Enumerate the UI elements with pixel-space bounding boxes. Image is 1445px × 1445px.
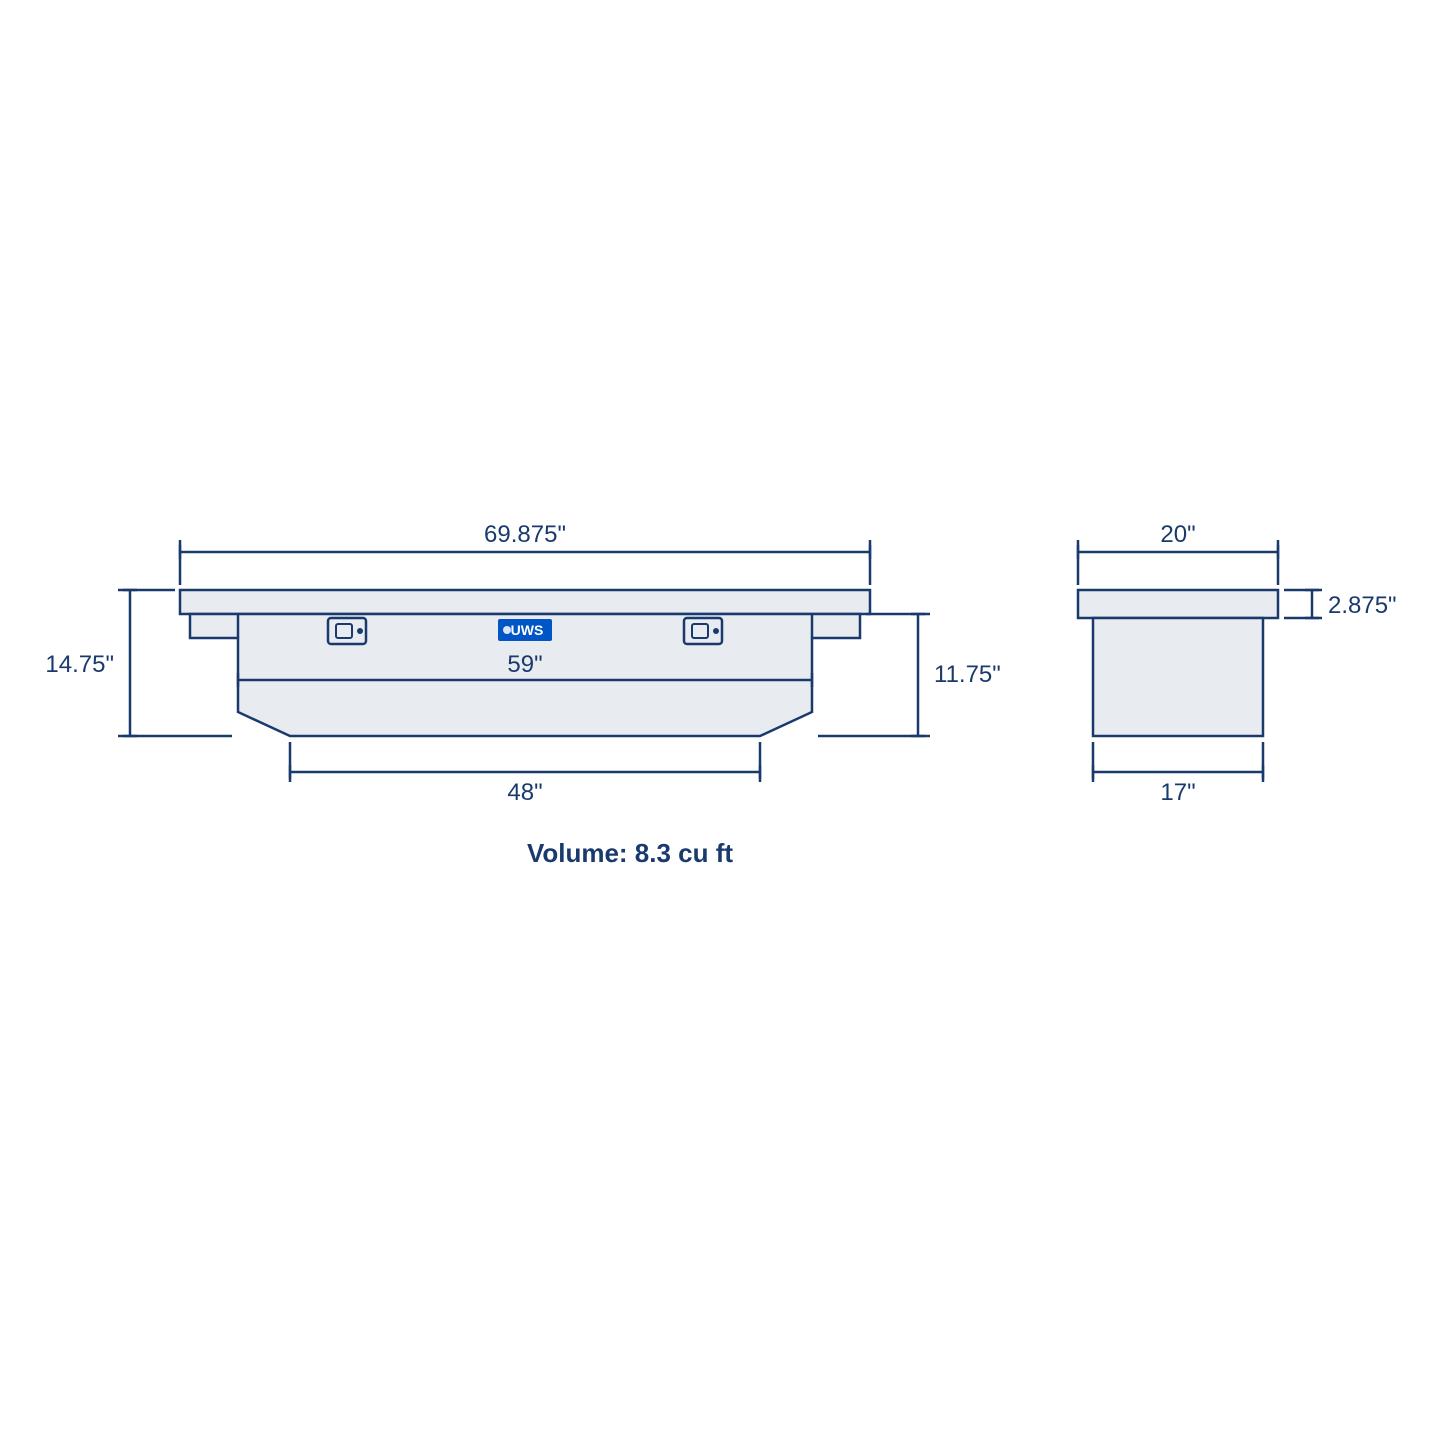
front-lid — [180, 590, 870, 614]
dim-lid-height: 2.875" — [1328, 592, 1397, 619]
dim-side-top: 20" — [1160, 521, 1195, 548]
dim-mid-width: 59" — [507, 651, 542, 678]
side-view — [1078, 590, 1278, 736]
dim-body-height: 11.75" — [934, 661, 1001, 688]
front-dimensions: 69.875" 59" 48" 14.75" 11.75" — [45, 521, 1000, 806]
dim-full-height: 14.75" — [45, 651, 114, 678]
dim-side-bottom: 17" — [1160, 779, 1195, 806]
side-body — [1093, 618, 1263, 736]
uws-badge: UWS — [498, 619, 552, 641]
dim-top-width: 69.875" — [484, 521, 566, 548]
dim-bottom-width: 48" — [507, 779, 542, 806]
badge-text: UWS — [511, 622, 544, 638]
dimension-diagram: UWS 69.875" 59" 48" 14.75" — [0, 0, 1445, 1445]
volume-label: Volume: 8.3 cu ft — [527, 838, 733, 868]
side-lid — [1078, 590, 1278, 618]
